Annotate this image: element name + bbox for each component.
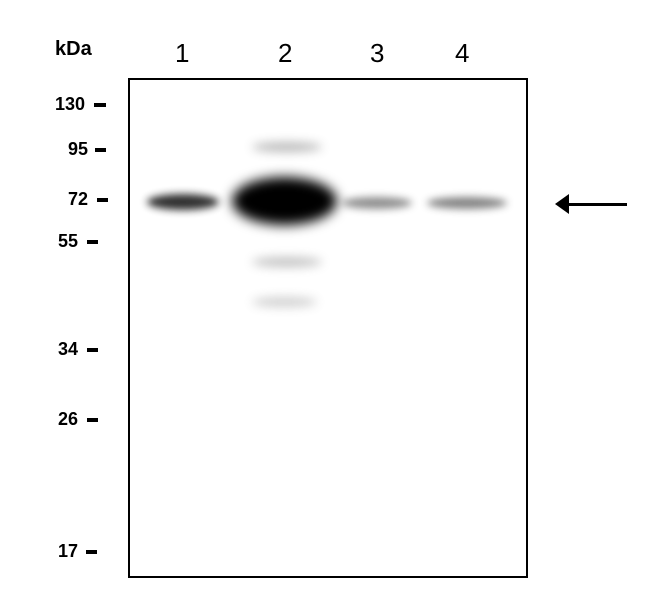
marker-95: 95 bbox=[68, 139, 88, 160]
marker-tick-55 bbox=[87, 240, 98, 244]
marker-tick-95 bbox=[95, 148, 106, 152]
marker-26: 26 bbox=[58, 409, 78, 430]
arrow-line bbox=[565, 203, 627, 206]
band-lane3 bbox=[342, 197, 412, 209]
band-lane2-upper bbox=[252, 142, 322, 152]
arrow-head-icon bbox=[555, 194, 569, 214]
marker-tick-26 bbox=[87, 418, 98, 422]
indicator-arrow bbox=[555, 194, 627, 214]
lane-label-3: 3 bbox=[370, 38, 384, 69]
marker-tick-130 bbox=[94, 103, 106, 107]
lane-label-4: 4 bbox=[455, 38, 469, 69]
band-lane1 bbox=[147, 194, 219, 210]
marker-72: 72 bbox=[68, 189, 88, 210]
blot-frame bbox=[128, 78, 528, 578]
marker-17: 17 bbox=[58, 541, 78, 562]
band-lane2-main bbox=[232, 177, 337, 225]
western-blot-figure: kDa 1 2 3 4 130 95 72 55 34 26 17 bbox=[0, 0, 650, 616]
lane-label-2: 2 bbox=[278, 38, 292, 69]
marker-tick-34 bbox=[87, 348, 98, 352]
band-lane4 bbox=[427, 197, 507, 209]
unit-label: kDa bbox=[55, 38, 92, 61]
marker-55: 55 bbox=[58, 231, 78, 252]
marker-130: 130 bbox=[55, 94, 85, 115]
band-lane2-lower2 bbox=[252, 297, 317, 307]
blot-area bbox=[130, 80, 526, 576]
marker-tick-72 bbox=[97, 198, 108, 202]
marker-tick-17 bbox=[86, 550, 97, 554]
lane-label-1: 1 bbox=[175, 38, 189, 69]
marker-34: 34 bbox=[58, 339, 78, 360]
band-lane2-lower1 bbox=[252, 257, 322, 267]
